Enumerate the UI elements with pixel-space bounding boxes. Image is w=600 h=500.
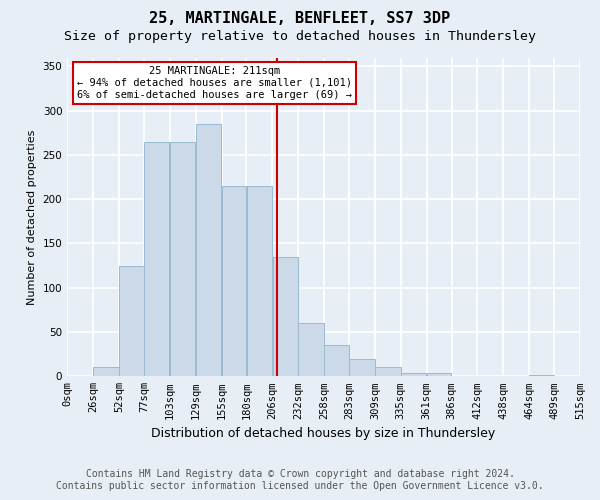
Bar [170,142,196,376]
Text: 25 MARTINGALE: 211sqm
← 94% of detached houses are smaller (1,101)
6% of semi-de: 25 MARTINGALE: 211sqm ← 94% of detached … [77,66,352,100]
X-axis label: Distribution of detached houses by size in Thundersley: Distribution of detached houses by size … [151,427,496,440]
Bar [375,368,401,376]
Text: Size of property relative to detached houses in Thundersley: Size of property relative to detached ho… [64,30,536,43]
Bar [94,368,119,376]
Bar [401,373,427,376]
Bar [349,358,374,376]
Bar [427,373,451,376]
Text: 25, MARTINGALE, BENFLEET, SS7 3DP: 25, MARTINGALE, BENFLEET, SS7 3DP [149,11,451,26]
Bar [298,323,324,376]
Bar [144,142,169,376]
Y-axis label: Number of detached properties: Number of detached properties [27,129,37,304]
Bar [196,124,221,376]
Text: Contains HM Land Registry data © Crown copyright and database right 2024.
Contai: Contains HM Land Registry data © Crown c… [56,470,544,491]
Bar [222,186,246,376]
Bar [247,186,272,376]
Bar [119,266,143,376]
Bar [325,346,349,376]
Bar [272,257,298,376]
